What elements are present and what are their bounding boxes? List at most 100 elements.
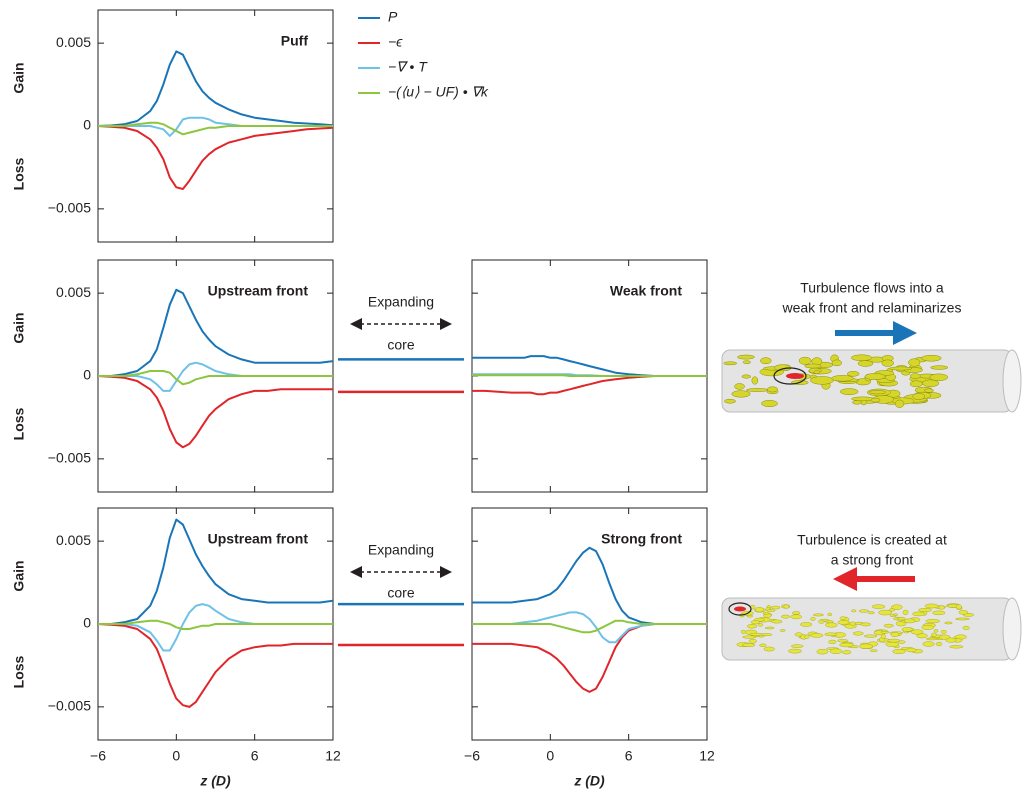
turbulence-blob [746,388,769,392]
turbulence-blob [940,630,947,634]
turbulence-blob [831,375,854,382]
turbulence-blob [746,624,758,629]
turbulence-blob [931,632,937,637]
turbulence-blob [813,613,824,617]
turbulence-blob [766,609,776,612]
turbulence-blob [810,633,824,638]
turbulence-blob [889,366,913,371]
turbulence-blob [792,611,801,615]
pipe-end [1002,349,1022,413]
series-line [98,619,333,630]
turbulence-blob [827,612,833,616]
caption: a strong front [831,552,914,568]
series-line [97,375,333,449]
turbulence-blob [842,650,852,655]
turbulence-blob [750,620,761,625]
x-tick-label: −6 [90,748,106,764]
turbulence-blob [788,648,802,654]
turbulence-blob [757,623,764,627]
turbulence-blob [723,361,738,366]
y-tick-label: −0.005 [48,450,91,466]
pipe-end [1002,597,1022,661]
turbulence-blob [870,649,878,652]
turbulence-blob [885,641,900,647]
turbulence-blob [868,390,887,395]
turbulence-blob [798,356,812,365]
panel-title: Strong front [601,531,682,547]
turbulence-blob [748,638,757,644]
turbulence-blob [870,397,881,403]
turbulence-blob [909,380,923,388]
turbulence-blob [958,610,969,615]
series-line [472,355,707,377]
turbulence-blob [881,359,894,367]
turbulence-blob [767,386,778,393]
turbulence-blob [924,388,934,393]
turbulence-blob [955,604,962,610]
turbulence-blob [857,360,874,367]
turbulence-blob [938,605,946,610]
turbulence-blob [771,619,783,624]
turbulence-blob [837,620,850,625]
turbulence-blob [860,622,871,627]
turbulence-blob [781,614,790,619]
x-tick-label: −6 [464,748,480,764]
core-label: core [387,337,414,353]
turbulence-blob [790,614,803,620]
series-line [97,623,333,708]
turbulence-blob [824,632,838,637]
legend-label: −(⟨u⟩ − UF) • ∇k [388,84,489,100]
turbulence-blob [887,638,901,643]
turbulence-blob [962,625,970,630]
turbulence-blob [858,609,870,613]
turbulence-blob [930,365,949,370]
turbulence-blob [904,618,916,624]
series-line [472,374,707,377]
turbulence-blob [731,390,751,398]
turbulence-blob [851,609,857,613]
x-tick-label: 6 [251,748,259,764]
turbulence-blob [762,611,770,615]
turbulence-blob [746,614,753,618]
turbulence-blob [851,354,873,361]
core-label: core [387,585,414,601]
turbulence-blob [724,398,736,404]
gain-label: Gain [11,312,27,343]
turbulence-blob [849,621,856,626]
x-tick-label: 6 [625,748,633,764]
core-label: Expanding [368,294,434,310]
turbulence-blob [734,383,745,390]
series-line [97,125,334,190]
caption: weak front and relaminarizes [782,300,962,316]
turbulence-blob [816,649,829,655]
legend-label: −∇ • T [388,59,428,75]
caption: Turbulence flows into a [800,280,944,296]
series-line [472,375,707,396]
turbulence-blob [871,604,886,609]
turbulence-blob [741,374,751,379]
core-label: Expanding [368,542,434,558]
turbulence-blob [912,393,926,400]
turbulence-blob [906,647,917,653]
turbulence-blob [890,632,900,638]
turbulence-blob [839,388,859,395]
turbulence-blob [883,623,894,628]
y-tick-label: 0.005 [56,284,91,300]
turbulence-blob [737,354,755,360]
turbulence-blob [859,643,873,649]
pipe-illustrations [721,349,1022,661]
turbulence-blob [755,607,764,613]
turbulence-blob [935,642,943,647]
vortex [728,602,752,616]
turbulence-blob [779,629,786,632]
panel-title: Weak front [610,283,682,299]
turbulence-blob [894,399,905,408]
turbulence-blob [880,631,890,634]
panel-title: Puff [281,33,309,49]
turbulence-blob [763,646,775,652]
turbulence-blob [837,639,849,643]
turbulence-blob [925,637,939,641]
turbulence-blob [764,626,775,630]
turbulence-blob [760,357,772,365]
